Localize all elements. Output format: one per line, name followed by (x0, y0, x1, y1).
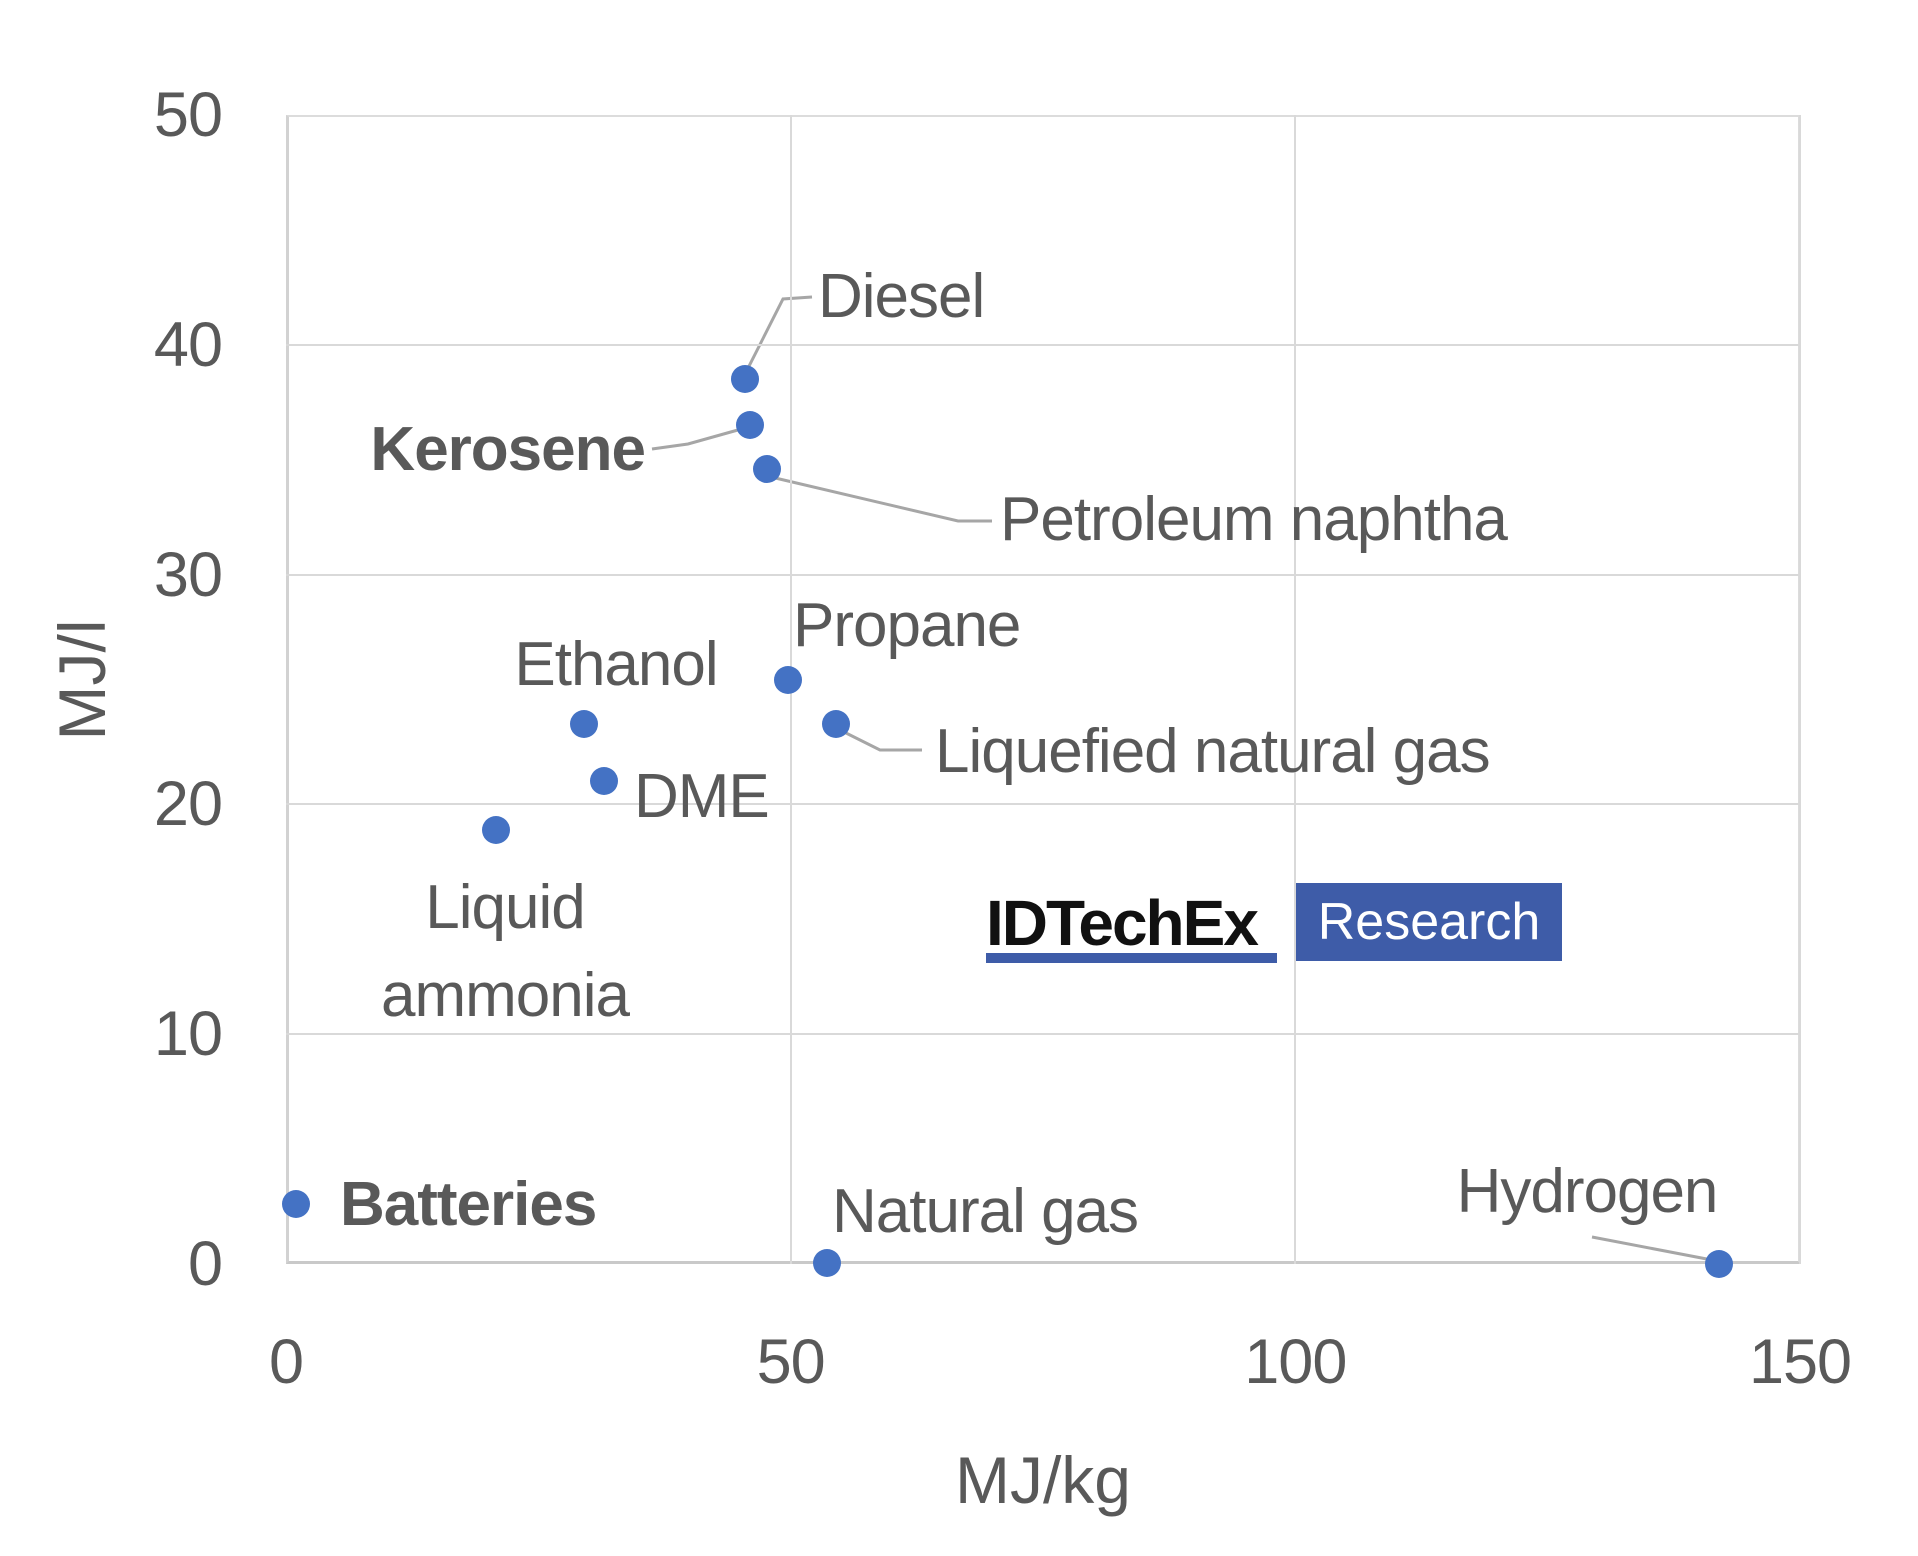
x-tick-label-150: 150 (1748, 1327, 1852, 1397)
point-diesel (731, 365, 760, 394)
gridline-y-40 (286, 343, 1800, 346)
y-tick-label-40: 40 (153, 309, 223, 380)
point-ethanol (569, 709, 598, 738)
logo-brand-text: IDTechEx (986, 887, 1259, 959)
point-kerosene (736, 411, 765, 440)
label-propane: Propane (793, 590, 1021, 660)
label-kerosene: Kerosene (370, 414, 646, 484)
gridline-x-100 (1294, 115, 1297, 1264)
point-propane (773, 666, 802, 695)
label-batteries: Batteries (340, 1169, 597, 1239)
label-hydrogen: Hydrogen (1456, 1156, 1719, 1226)
gridline-y-30 (286, 573, 1800, 576)
point-natural-gas (813, 1249, 841, 1278)
label-liquefied-natural-gas: Liquefied natural gas (935, 716, 1491, 786)
x-tick-label-0: 0 (268, 1327, 304, 1397)
label-natural-gas: Natural gas (832, 1176, 1139, 1246)
point-batteries (282, 1190, 311, 1219)
label-liquid-ammonia: Liquid ammonia (381, 872, 630, 1030)
logo-research-badge: Research (1296, 883, 1562, 961)
gridline-y-20 (286, 803, 1800, 806)
y-tick-label-50: 50 (153, 80, 223, 150)
y-tick-label-0: 0 (187, 1229, 223, 1299)
x-tick-label-100: 100 (1244, 1327, 1347, 1397)
gridline-x-150 (1799, 115, 1801, 1264)
label-diesel: Diesel (818, 261, 985, 331)
y-tick-label-10: 10 (153, 999, 223, 1070)
label-ethanol: Ethanol (514, 629, 718, 699)
plot-area (286, 115, 1800, 1264)
gridline-y-10 (286, 1033, 1800, 1036)
y-tick-label-30: 30 (153, 539, 223, 610)
logo-underline-bar (986, 953, 1277, 963)
x-tick-label-50: 50 (756, 1327, 826, 1397)
point-hydrogen (1705, 1249, 1734, 1278)
point-liquefied-natural-gas (822, 709, 851, 738)
y-tick-label-20: 20 (153, 769, 223, 840)
y-axis-title: MJ/l (45, 619, 119, 741)
point-dme (589, 767, 618, 796)
point-petroleum-naphtha (753, 454, 782, 483)
x-axis-title: MJ/kg (954, 1443, 1132, 1517)
label-dme: DME (634, 761, 770, 831)
label-petroleum-naphtha: Petroleum naphtha (1000, 484, 1508, 554)
point-liquid-ammonia (481, 815, 510, 844)
